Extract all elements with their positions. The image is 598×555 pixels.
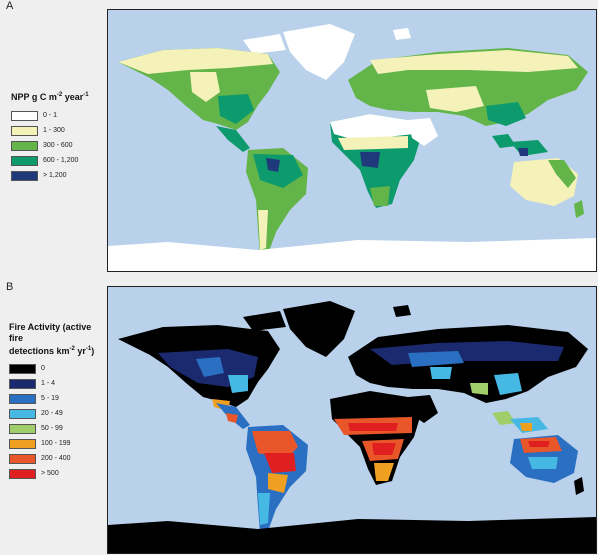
- fire-swatch: [9, 393, 36, 404]
- npp-legend-item: 1 - 300: [11, 123, 105, 138]
- npp-legend-item: 0 - 1: [11, 108, 105, 123]
- fire-legend-label: 5 - 19: [41, 395, 59, 402]
- npp-legend-item: 600 - 1,200: [11, 153, 105, 168]
- npp-legend-label: 300 - 600: [43, 142, 73, 149]
- npp-swatch: [11, 125, 38, 136]
- npp-legend-title-prefix: NPP g C m: [11, 92, 57, 102]
- npp-legend-label: 1 - 300: [43, 127, 65, 134]
- fire-legend-item: 50 - 99: [9, 421, 107, 436]
- panel-a-label: A: [6, 0, 14, 12]
- fire-legend-label: 200 - 400: [41, 455, 71, 462]
- fire-legend-label: 20 - 49: [41, 410, 63, 417]
- npp-legend: NPP g C m-2 year-1 0 - 1 1 - 300 300 - 6…: [11, 90, 105, 183]
- fire-map: [107, 286, 597, 554]
- fire-legend-title-line1: Fire Activity (active fire: [9, 322, 92, 343]
- fire-landmasses: [108, 301, 596, 553]
- npp-legend-title: NPP g C m-2 year-1: [11, 90, 105, 103]
- fire-legend-item: 5 - 19: [9, 391, 107, 406]
- fire-swatch: [9, 438, 36, 449]
- fire-legend-title-mid: yr: [74, 346, 86, 356]
- fire-swatch: [9, 378, 36, 389]
- npp-swatch: [11, 155, 38, 166]
- fire-legend-label: 100 - 199: [41, 440, 71, 447]
- npp-legend-label: 0 - 1: [43, 112, 58, 119]
- npp-legend-label: 600 - 1,200: [43, 157, 79, 164]
- npp-legend-title-sup2: -1: [83, 92, 89, 98]
- fire-legend: Fire Activity (active fire detections km…: [9, 322, 107, 481]
- npp-legend-label: > 1,200: [43, 172, 67, 179]
- fire-map-canvas: [108, 287, 596, 553]
- npp-map-canvas: [108, 10, 596, 271]
- npp-swatch: [11, 170, 38, 181]
- fire-legend-title-prefix: detections km: [9, 346, 70, 356]
- fire-swatch: [9, 408, 36, 419]
- npp-legend-title-mid: year: [62, 92, 84, 102]
- fire-swatch: [9, 423, 36, 434]
- fire-legend-item: 20 - 49: [9, 406, 107, 421]
- fire-legend-label: 1 - 4: [41, 380, 56, 387]
- fire-legend-item: 1 - 4: [9, 376, 107, 391]
- fire-legend-label: > 500: [41, 470, 59, 477]
- fire-legend-title: Fire Activity (active fire detections km…: [9, 322, 107, 357]
- panel-b-label: B: [6, 281, 14, 293]
- fire-swatch: [9, 453, 36, 464]
- npp-map: [107, 9, 597, 272]
- npp-swatch: [11, 110, 38, 121]
- fire-legend-title-sup1: -2: [69, 346, 75, 352]
- fire-legend-title-sup2: -1: [85, 346, 92, 352]
- fire-swatch: [9, 363, 36, 374]
- fire-legend-title-suffix: ): [91, 346, 95, 356]
- npp-landmasses: [108, 24, 596, 271]
- fire-legend-item: > 500: [9, 466, 107, 481]
- npp-legend-item: 300 - 600: [11, 138, 105, 153]
- fire-legend-item: 200 - 400: [9, 451, 107, 466]
- fire-legend-label: 0: [41, 365, 45, 372]
- fire-swatch: [9, 468, 36, 479]
- fire-legend-item: 0: [9, 361, 107, 376]
- npp-legend-title-sup1: -2: [56, 92, 63, 98]
- fire-legend-label: 50 - 99: [41, 425, 63, 432]
- fire-legend-item: 100 - 199: [9, 436, 107, 451]
- npp-legend-item: > 1,200: [11, 168, 105, 183]
- npp-swatch: [11, 140, 38, 151]
